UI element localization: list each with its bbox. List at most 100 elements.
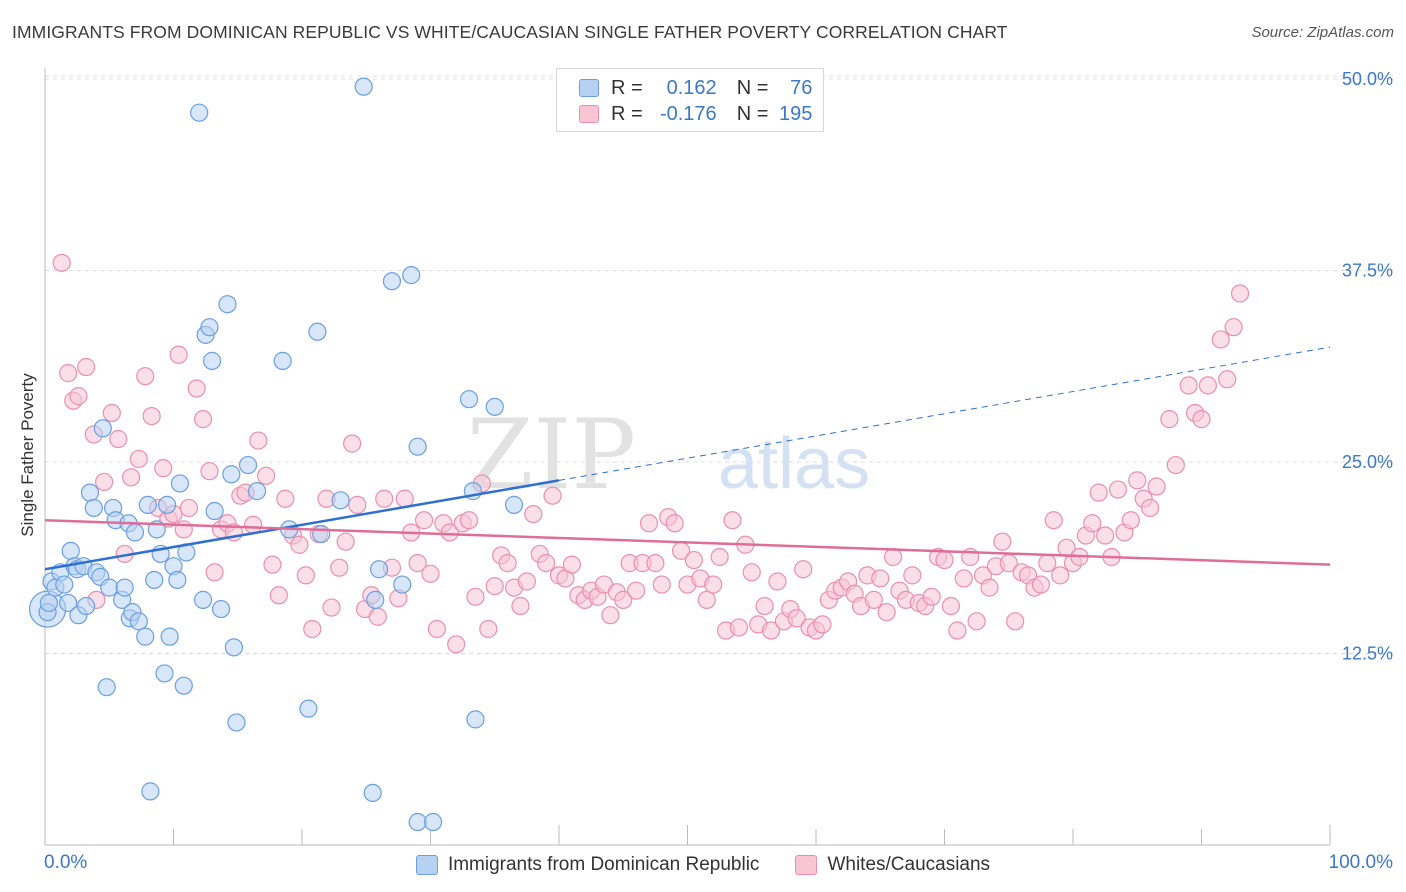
point-whites — [459, 511, 479, 530]
point-dominican — [222, 465, 241, 484]
point-whites — [614, 590, 633, 609]
point-whites — [336, 532, 355, 551]
point-dominican — [160, 627, 179, 646]
point-whites — [447, 635, 466, 654]
watermark: ZIP atlas — [467, 399, 870, 511]
n-value: 76 — [790, 76, 813, 99]
legend-item-dominican[interactable]: Immigrants from Dominican Republic — [415, 854, 759, 876]
trend-line-dominican — [44, 479, 560, 571]
point-whites — [368, 607, 387, 626]
point-whites — [646, 554, 665, 573]
point-whites — [723, 511, 742, 530]
point-dominican — [97, 678, 116, 697]
point-whites — [517, 572, 536, 591]
point-dominican — [224, 638, 243, 657]
n-value: 195 — [779, 102, 813, 125]
point-whites — [1044, 511, 1063, 530]
point-whites — [322, 598, 341, 617]
point-dominican — [382, 272, 402, 291]
point-whites — [864, 590, 883, 609]
stats-row-dominican: R = 0.162 N = 76 — [579, 75, 812, 101]
y-tick-label: 25.0% — [1342, 452, 1393, 472]
r-label: R = — [611, 102, 643, 125]
series-dominican-points — [28, 77, 524, 832]
point-whites — [993, 532, 1012, 551]
x-tick-label-max: 100.0% — [1328, 852, 1393, 873]
point-whites — [348, 495, 367, 514]
r-label: R = — [611, 76, 643, 99]
point-whites — [935, 550, 954, 570]
legend-item-whites[interactable]: Whites/Caucasians — [795, 854, 990, 876]
point-whites — [1038, 554, 1057, 573]
point-dominican — [408, 812, 427, 832]
point-whites — [755, 596, 774, 616]
point-whites — [980, 578, 999, 597]
point-dominican — [218, 295, 237, 314]
point-dominican — [227, 713, 246, 732]
legend-swatch-pink — [795, 855, 818, 875]
point-dominican — [170, 474, 190, 493]
point-whites — [1218, 370, 1237, 389]
point-whites — [1230, 284, 1250, 303]
point-dominican — [202, 351, 222, 370]
point-dominican — [84, 498, 103, 518]
point-dominican — [363, 783, 382, 803]
point-whites — [684, 550, 704, 570]
point-dominican — [408, 437, 427, 456]
point-whites — [154, 459, 173, 478]
point-whites — [109, 429, 128, 449]
point-whites — [205, 563, 224, 582]
point-dominican — [155, 664, 174, 683]
point-whites — [408, 554, 427, 573]
axes — [44, 68, 1331, 846]
point-dominican — [129, 612, 148, 631]
ticks: 12.5% 25.0% 37.5% 50.0% — [1342, 69, 1393, 664]
n-label: N = — [736, 76, 769, 99]
point-whites — [466, 587, 485, 606]
point-whites — [169, 345, 188, 364]
point-whites — [1083, 514, 1102, 533]
point-dominican — [157, 495, 177, 514]
stats-box: R = 0.162 N = 76 R = -0.176 N = 195 — [556, 68, 824, 132]
point-dominican — [138, 495, 157, 514]
point-whites — [1166, 455, 1185, 475]
point-whites — [883, 547, 903, 567]
point-whites — [136, 367, 155, 386]
point-whites — [1089, 483, 1108, 502]
y-tick-label: 12.5% — [1342, 644, 1393, 664]
point-dominican — [100, 578, 119, 597]
point-whites — [485, 576, 504, 596]
point-dominican — [312, 524, 331, 544]
point-whites — [129, 449, 148, 469]
point-whites — [922, 587, 941, 606]
point-whites — [1179, 376, 1198, 395]
point-dominican — [238, 455, 258, 475]
point-whites — [511, 596, 530, 616]
point-dominican — [80, 483, 100, 502]
point-whites — [276, 489, 295, 508]
point-dominican — [366, 590, 385, 609]
point-whites — [1031, 575, 1050, 594]
point-dominican — [308, 322, 327, 341]
point-whites — [742, 563, 761, 582]
chart-title: IMMIGRANTS FROM DOMINICAN REPUBLIC VS WH… — [12, 22, 1008, 42]
point-whites — [52, 253, 71, 272]
point-dominican — [504, 495, 524, 514]
point-dominican — [115, 578, 134, 597]
point-whites — [187, 379, 206, 398]
point-whites — [244, 515, 263, 534]
point-whites — [498, 554, 517, 573]
point-whites — [537, 554, 556, 573]
n-label: N = — [736, 102, 769, 125]
point-whites — [1147, 477, 1166, 496]
point-whites — [626, 581, 646, 600]
point-whites — [1224, 318, 1243, 337]
point-whites — [1128, 471, 1147, 490]
point-whites — [395, 489, 414, 508]
point-whites — [903, 566, 922, 585]
point-dominican — [193, 590, 213, 609]
point-dominican — [247, 482, 267, 501]
watermark-atlas: atlas — [718, 424, 870, 504]
point-dominican — [145, 570, 164, 590]
